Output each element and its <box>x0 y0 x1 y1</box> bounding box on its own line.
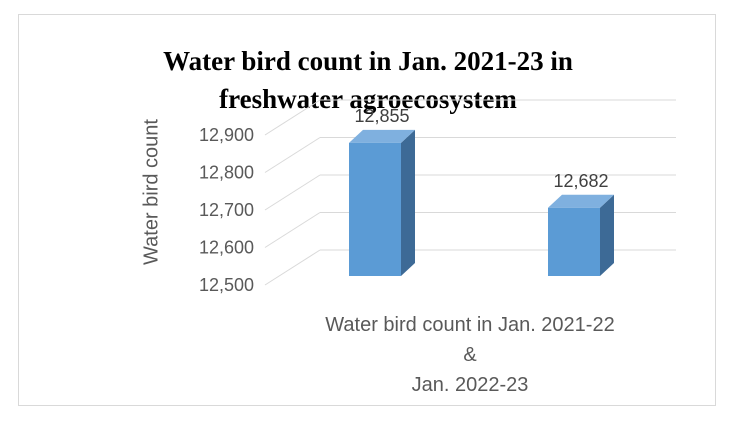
bar-top <box>548 194 614 208</box>
bar <box>349 142 401 276</box>
gridline-diagonal <box>264 174 321 211</box>
y-tick-label: 12,900 <box>199 125 254 145</box>
bar-side <box>401 129 415 276</box>
y-tick-label: 12,500 <box>199 275 254 295</box>
data-label: 12,855 <box>354 106 409 126</box>
chart-title: Water bird count in Jan. 2021-23 in fres… <box>0 42 736 118</box>
gridline-diagonal <box>264 249 321 286</box>
chart-frame <box>18 14 716 406</box>
x-category-label-line-1: Water bird count in Jan. 2021-22 & <box>325 314 615 366</box>
bar-top <box>349 129 415 143</box>
gridline-diagonal <box>264 99 321 136</box>
chart-title-line-2: freshwater agroecosystem <box>219 84 517 114</box>
y-tick-label: 12,700 <box>199 200 254 220</box>
x-category-label-line-2: Jan. 2022-23 <box>411 374 529 396</box>
y-tick-label: 12,600 <box>199 238 254 258</box>
bar-side <box>600 194 614 276</box>
bar <box>548 207 600 276</box>
chart-title-line-1: Water bird count in Jan. 2021-23 in <box>163 46 573 76</box>
gridline-diagonal <box>264 212 321 248</box>
gridline-diagonal <box>264 137 321 173</box>
y-tick-label: 12,800 <box>199 163 254 183</box>
data-label: 12,682 <box>553 171 608 191</box>
x-category-label: Water bird count in Jan. 2021-22 & Jan. … <box>320 310 620 400</box>
